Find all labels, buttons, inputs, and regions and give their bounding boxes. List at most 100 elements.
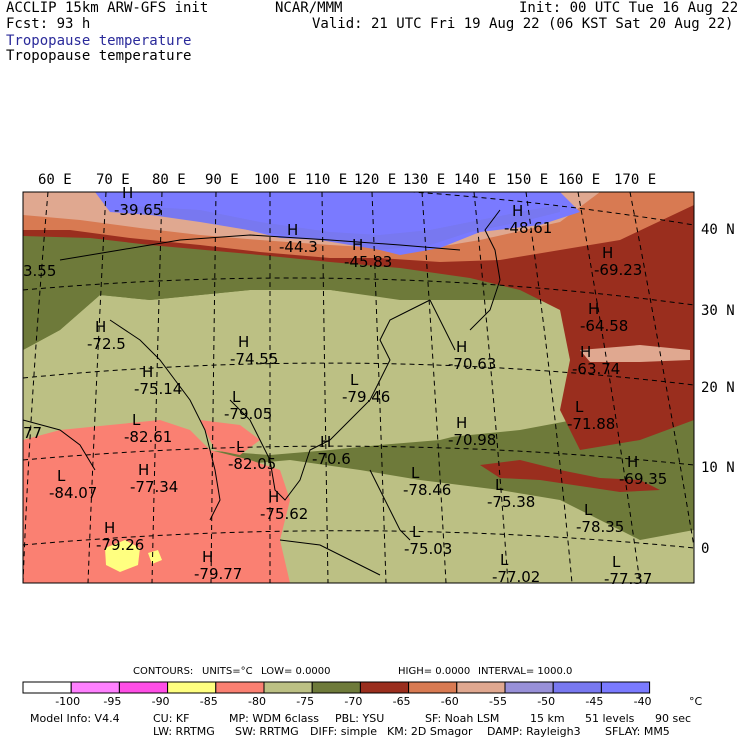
lon-label: 60 E: [38, 172, 72, 188]
lat-label: 40 N: [701, 222, 735, 238]
shortwave-scheme: SW: RRTMG: [235, 725, 299, 738]
colorbar-tick-label: -90: [151, 695, 170, 708]
extremum-value: -75.62: [260, 505, 308, 523]
lon-label: 100 E: [254, 172, 297, 188]
extremum-value: -75.14: [134, 380, 182, 398]
lon-label: 110 E: [305, 172, 348, 188]
surface-scheme: SF: Noah LSM: [425, 712, 500, 725]
lat-label: 20 N: [701, 380, 735, 396]
extremum-value: -64.58: [580, 317, 628, 335]
high-marker: H: [287, 221, 298, 239]
parallel: [23, 445, 694, 466]
low-marker: L: [612, 553, 621, 571]
high-label: HIGH= 0.0000: [398, 666, 471, 677]
meridian: [210, 192, 217, 583]
colorbar-swatch: [408, 681, 458, 694]
colorbar-tick-label: -100: [55, 695, 81, 708]
high-marker: H: [456, 414, 467, 432]
band-neg60-neg55: [580, 345, 690, 362]
grid-resolution: 15 km: [530, 712, 565, 725]
high-marker: H: [122, 184, 133, 202]
high-marker: H: [602, 244, 613, 262]
band-gt-neg45: [95, 192, 580, 255]
band-neg80-neg75: [80, 290, 560, 455]
meridian: [151, 192, 163, 583]
lon-label: 90 E: [205, 172, 239, 188]
extremum-value: -71.88: [567, 415, 615, 433]
band-neg80-neg75: [160, 460, 694, 583]
lat-label: 0: [701, 541, 710, 557]
meridian: [577, 192, 641, 583]
extremum-value: -48.61: [504, 219, 552, 237]
meridian: [525, 192, 573, 583]
colorbar-tick-label: -70: [344, 695, 363, 708]
extremum-value: -79.05: [224, 405, 272, 423]
extremum-value: -77.02: [492, 568, 540, 586]
meridian: [629, 192, 694, 550]
lon-label: 70 E: [96, 172, 130, 188]
band-neg90-neg85: [148, 550, 162, 564]
low-marker: L: [495, 476, 504, 494]
extrema-labels: H-39.65H-44.3 H-45.83H-48.61H-69.23H-64.5…: [49, 184, 667, 588]
low-marker: L: [575, 398, 584, 416]
contours-label: CONTOURS:: [133, 666, 194, 677]
lon-label: 120 E: [354, 172, 397, 188]
colorbar-tick-label: -40: [633, 695, 652, 708]
low-marker: L: [232, 388, 241, 406]
high-marker: H: [512, 202, 523, 220]
extremum-value: -82.61: [124, 428, 172, 446]
extremum-value: -45.83: [344, 253, 392, 271]
colorbar-swatch: [118, 681, 169, 694]
extremum-value: -69.23: [594, 261, 642, 279]
colorbar-swatch: [504, 681, 554, 694]
colorbar-tick-label: -95: [103, 695, 122, 708]
extremum-value: -75.03: [404, 540, 452, 558]
model-version: Model Info: V4.4: [30, 712, 120, 725]
parallel: [23, 530, 694, 549]
high-marker: H: [238, 333, 249, 351]
extremum-value: -72.5: [87, 335, 126, 353]
extremum-value: -79.26: [96, 536, 144, 554]
extremum-value: -70.6: [312, 450, 351, 468]
colorbar-tick-label: -55: [489, 695, 507, 708]
colorbar-swatch: [70, 681, 120, 694]
extremum-value: -69.35: [619, 470, 667, 488]
cumulus-scheme: CU: KF: [153, 712, 190, 725]
extremum-value: -78.46: [403, 481, 451, 499]
diffusion-option: DIFF: simple: [310, 725, 378, 738]
extremum-value: -77.34: [130, 478, 178, 496]
low-marker: L: [411, 464, 420, 482]
low-marker: L: [412, 523, 421, 541]
colorbar-swatch: [215, 681, 265, 694]
extremum-value: -39.65: [114, 201, 162, 219]
band-neg90-neg85: [105, 540, 140, 572]
high-marker: H: [268, 488, 279, 506]
high-marker: H: [580, 343, 591, 361]
colorbar-tick-label: -50: [537, 695, 556, 708]
meridian: [87, 192, 107, 583]
high-marker: H: [95, 318, 106, 336]
colorbar-swatch: [456, 681, 506, 694]
coastline-korea: [429, 299, 456, 351]
colorbar-swatch: [263, 681, 313, 694]
colorbar-swatch: [552, 681, 602, 694]
lon-label: 80 E: [152, 172, 186, 188]
parallel: [23, 362, 694, 386]
low-marker: L: [350, 371, 359, 389]
coastline-philippines: [369, 469, 411, 541]
extremum-value: -77.37: [604, 570, 652, 588]
colorbar-tick-label: -75: [296, 695, 315, 708]
coastline-indonesia: [279, 539, 381, 576]
colorbar-swatch: [167, 681, 217, 694]
model-title: ACCLIP 15km ARW-GFS init: [6, 0, 209, 16]
high-marker: H: [627, 453, 638, 471]
time-step: 90 sec: [655, 712, 692, 725]
lon-label: 150 E: [506, 172, 549, 188]
coastline-india: [109, 319, 221, 521]
colorbar-tick-label: -85: [199, 695, 218, 708]
microphysics-scheme: MP: WDM 6class: [229, 712, 319, 725]
meridian: [371, 192, 387, 583]
units-label: UNITS=°C: [202, 666, 253, 677]
longwave-scheme: LW: RRTMG: [153, 725, 215, 738]
